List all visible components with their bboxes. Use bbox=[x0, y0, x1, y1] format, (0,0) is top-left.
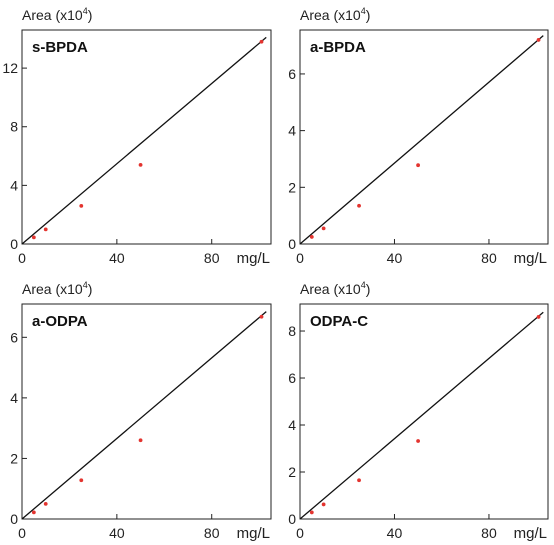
chart-3-xtick-label-1: 40 bbox=[109, 525, 125, 541]
chart-2-ytick-label-2: 4 bbox=[288, 123, 296, 139]
chart-3-ytick-label-2: 4 bbox=[10, 390, 18, 406]
chart-4-point-1 bbox=[321, 502, 326, 507]
chart-2-point-1 bbox=[321, 226, 326, 231]
chart-3-point-3 bbox=[138, 438, 143, 443]
chart-2-ytick-label-1: 2 bbox=[288, 179, 296, 195]
chart-3-ytick-label-0: 0 bbox=[10, 511, 18, 527]
chart-3-ylabel: Area (x104) bbox=[22, 280, 92, 297]
chart-4-point-0 bbox=[309, 510, 314, 515]
chart-1-ylabel-exponent: 4 bbox=[83, 6, 88, 16]
chart-2-xtick-label-1: 40 bbox=[387, 250, 403, 266]
chart-1-xtick-label-2: 80 bbox=[204, 250, 220, 266]
chart-2-point-3 bbox=[416, 163, 420, 168]
chart-3-ytick-label-3: 6 bbox=[10, 329, 18, 345]
chart-4-xtick-label-2: 80 bbox=[481, 525, 497, 541]
chart-1-ytick-label-0: 0 bbox=[10, 236, 18, 252]
chart-4-fit-line bbox=[300, 311, 544, 519]
chart-4-ylabel-close: ) bbox=[366, 281, 371, 297]
chart-1-point-1 bbox=[43, 227, 48, 232]
chart-1-title: s-BPDA bbox=[32, 39, 88, 56]
chart-2-point-2 bbox=[357, 203, 361, 208]
chart-3-point-0 bbox=[31, 510, 36, 515]
chart-3-fit-line bbox=[22, 311, 267, 519]
chart-3-title: a-ODPA bbox=[32, 313, 88, 330]
chart-3-ylabel-exponent: 4 bbox=[83, 280, 88, 290]
chart-4-ylabel-text: Area (x10 bbox=[300, 281, 361, 297]
chart-4-point-4 bbox=[536, 315, 541, 319]
chart-3-ytick-label-1: 2 bbox=[10, 450, 18, 466]
chart-1-xtick-label-1: 40 bbox=[109, 250, 125, 266]
chart-3-xtick-label-0: 0 bbox=[18, 525, 26, 541]
chart-4-ytick-label-0: 0 bbox=[288, 511, 296, 527]
chart-2-title: a-BPDA bbox=[310, 39, 366, 56]
chart-1-xlabel: mg/L bbox=[237, 250, 270, 267]
chart-1-point-4 bbox=[259, 39, 264, 44]
chart-4-xtick-label-1: 40 bbox=[387, 525, 403, 541]
chart-3-ylabel-close: ) bbox=[88, 281, 93, 297]
chart-2-point-4 bbox=[536, 38, 541, 42]
chart-3-frame bbox=[21, 303, 272, 520]
chart-2-xlabel: mg/L bbox=[514, 250, 547, 267]
chart-1-point-2 bbox=[79, 203, 84, 208]
chart-3-ylabel-text: Area (x10 bbox=[22, 281, 83, 297]
chart-1-point-0 bbox=[31, 235, 36, 240]
chart-2-ylabel-text: Area (x10 bbox=[300, 7, 361, 23]
chart-4-xtick-label-0: 0 bbox=[296, 525, 304, 541]
chart-1-ylabel-close: ) bbox=[88, 7, 93, 23]
chart-2-ytick-label-0: 0 bbox=[288, 236, 296, 252]
chart-2-ytick-label-3: 6 bbox=[288, 66, 296, 82]
chart-4-ylabel-exponent: 4 bbox=[361, 280, 366, 290]
chart-2-point-0 bbox=[309, 235, 314, 239]
chart-2-xtick-label-0: 0 bbox=[296, 250, 304, 266]
chart-3-xtick-label-2: 80 bbox=[204, 525, 220, 541]
chart-3-xlabel: mg/L bbox=[237, 525, 270, 542]
chart-1-fit-line bbox=[22, 36, 267, 244]
chart-4-ylabel: Area (x104) bbox=[300, 280, 370, 297]
chart-1-ytick-label-1: 4 bbox=[10, 177, 18, 193]
chart-1-ytick-label-3: 12 bbox=[2, 60, 18, 76]
chart-1-ylabel: Area (x104) bbox=[22, 6, 92, 23]
chart-4-xlabel: mg/L bbox=[514, 525, 547, 542]
chart-1-ylabel-text: Area (x10 bbox=[22, 7, 83, 23]
chart-2-ylabel: Area (x104) bbox=[300, 6, 370, 23]
chart-1-xtick-label-0: 0 bbox=[18, 250, 26, 266]
chart-2-fit-line bbox=[300, 35, 544, 244]
chart-3-point-2 bbox=[79, 478, 84, 483]
chart-4-title: ODPA-C bbox=[310, 313, 368, 330]
chart-4-ytick-label-1: 2 bbox=[288, 464, 296, 480]
chart-3-point-1 bbox=[43, 501, 48, 506]
chart-1-point-3 bbox=[138, 162, 143, 167]
chart-2-ylabel-close: ) bbox=[366, 7, 371, 23]
chart-4-frame bbox=[299, 303, 549, 520]
chart-4-ytick-label-2: 4 bbox=[288, 417, 296, 433]
chart-1-ytick-label-2: 8 bbox=[10, 119, 18, 135]
chart-3-point-4 bbox=[259, 314, 264, 319]
chart-4-ytick-label-3: 6 bbox=[288, 370, 296, 386]
chart-2-frame bbox=[299, 29, 549, 245]
chart-2-xtick-label-2: 80 bbox=[481, 250, 497, 266]
chart-1-frame bbox=[21, 29, 272, 245]
chart-4-point-3 bbox=[416, 439, 420, 443]
chart-4-ytick-label-4: 8 bbox=[288, 323, 296, 339]
chart-4-point-2 bbox=[357, 478, 361, 483]
chart-2-ylabel-exponent: 4 bbox=[361, 6, 366, 16]
